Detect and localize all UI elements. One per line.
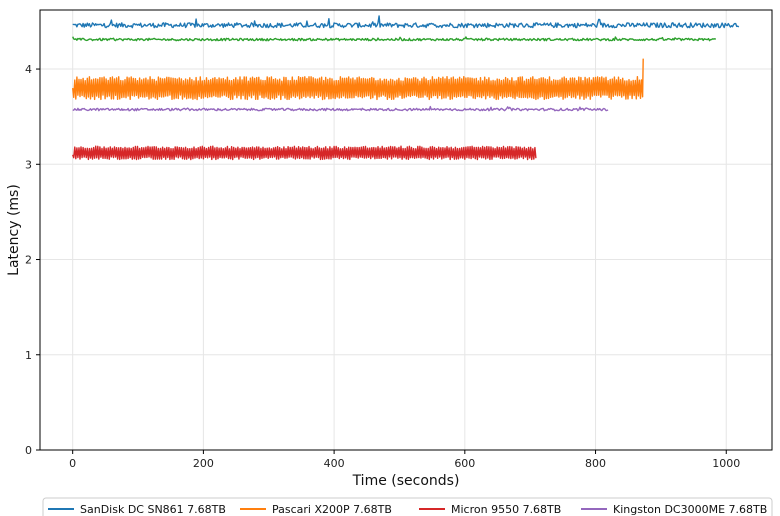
x-tick-label: 400 [324, 457, 345, 470]
legend-box [42, 497, 773, 516]
grid [40, 10, 772, 451]
y-tick-label: 4 [25, 63, 32, 76]
series-line-0 [72, 15, 740, 29]
x-tick-label: 800 [585, 457, 606, 470]
plot-frame [39, 9, 773, 451]
series-lines [72, 15, 740, 161]
series-line-2 [72, 58, 644, 101]
y-tick-label: 1 [25, 349, 32, 362]
legend-label: SanDisk DC SN861 7.68TB [80, 503, 226, 516]
legend-label: Kingston DC3000ME 7.68TB [613, 503, 767, 516]
legend-label: Micron 9550 7.68TB [451, 503, 561, 516]
series-line-1 [72, 36, 717, 42]
y-tick-label: 0 [25, 444, 32, 457]
y-tick-label: 3 [25, 158, 32, 171]
x-tick-label: 600 [454, 457, 475, 470]
series-line-3 [72, 105, 609, 112]
x-tick-label: 1000 [712, 457, 740, 470]
axis-ticks: 0 200 400 600 800 1000 0 1 2 3 4 [25, 63, 740, 470]
x-axis-label: Time (seconds) [352, 473, 460, 489]
legend: SanDisk DC SN861 7.68TB Pascari X200P 7.6… [42, 497, 773, 516]
x-tick-label: 0 [69, 457, 76, 470]
legend-label: Pascari X200P 7.68TB [272, 503, 392, 516]
y-axis-label: Latency (ms) [6, 184, 22, 276]
series-line-4 [72, 145, 537, 161]
y-tick-label: 2 [25, 254, 32, 267]
x-tick-label: 200 [193, 457, 214, 470]
